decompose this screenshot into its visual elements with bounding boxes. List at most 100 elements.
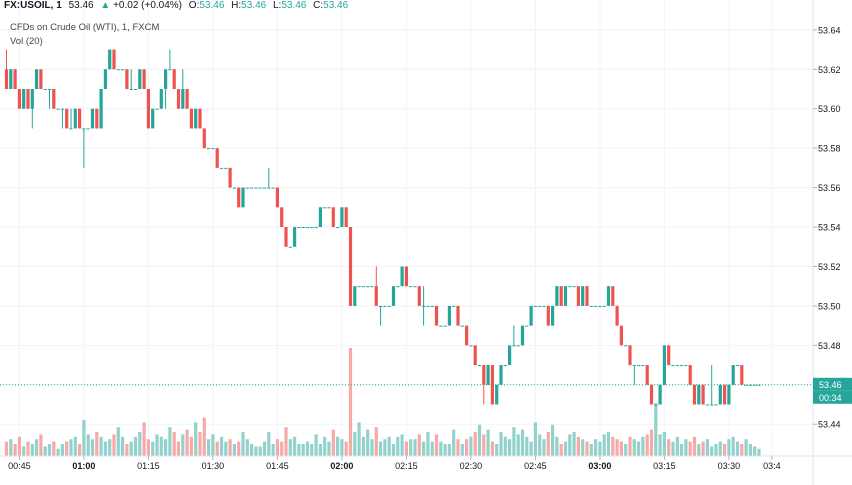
volume-bar xyxy=(662,432,666,456)
candle-body xyxy=(417,286,421,306)
candle-body xyxy=(250,187,254,189)
x-tick-label: 00:45 xyxy=(8,461,31,471)
volume-bar xyxy=(753,446,757,456)
volume-bar xyxy=(361,436,365,456)
candle xyxy=(576,286,580,306)
volume-bar xyxy=(47,444,52,456)
candle-body xyxy=(581,286,585,306)
volume-bar xyxy=(56,448,60,456)
candle xyxy=(275,187,279,208)
candle xyxy=(103,69,107,89)
candle xyxy=(654,404,658,406)
candle xyxy=(151,108,155,129)
volume-bar xyxy=(202,417,206,456)
candle-body xyxy=(353,286,357,306)
candle xyxy=(228,167,232,188)
candle xyxy=(69,108,73,130)
candle xyxy=(391,286,396,306)
candle xyxy=(426,305,430,307)
candle xyxy=(305,227,310,229)
volume-bar xyxy=(710,446,714,456)
candle-body xyxy=(538,305,542,307)
candle xyxy=(508,345,512,366)
candle-body xyxy=(731,365,735,385)
candle xyxy=(202,128,206,149)
candle-body xyxy=(477,365,482,367)
candle xyxy=(142,69,146,89)
volume-bar xyxy=(645,434,649,456)
candle-body xyxy=(215,148,219,168)
volume-bar xyxy=(116,427,120,456)
candle xyxy=(288,246,292,248)
candle-body xyxy=(245,187,249,189)
volume-bar xyxy=(404,441,408,456)
candle-body xyxy=(129,88,133,90)
candle-body xyxy=(671,365,675,367)
candle-body xyxy=(705,404,709,406)
volume-bar xyxy=(370,439,374,456)
x-tick-label: 03:15 xyxy=(653,461,676,471)
current-price-tag: 53.46 00:34 xyxy=(813,377,852,404)
candle-body xyxy=(357,286,361,288)
close-label: C: xyxy=(313,0,324,11)
volume-bar xyxy=(705,439,709,456)
volume-bar xyxy=(267,432,271,456)
candle-body xyxy=(297,227,301,229)
candle xyxy=(611,286,615,306)
volume-bar xyxy=(529,441,533,456)
candle-body xyxy=(516,345,520,347)
volume-bar xyxy=(314,434,318,456)
volume-bar xyxy=(22,446,26,456)
candle xyxy=(568,286,572,288)
candle xyxy=(499,365,503,385)
symbol-header: FX:USOIL, 1 53.46 ▲ +0.02 (+0.04%) O:53.… xyxy=(4,0,348,11)
candle xyxy=(374,266,378,306)
candle xyxy=(675,365,679,367)
candle xyxy=(619,325,623,346)
volume-bar xyxy=(688,441,692,456)
candle xyxy=(237,187,241,208)
candle-body xyxy=(258,187,262,189)
candle-body xyxy=(90,108,95,129)
x-tick-label: 01:15 xyxy=(137,461,160,471)
candle-body xyxy=(142,69,146,89)
volume-bar xyxy=(52,441,56,456)
candle xyxy=(146,88,150,129)
y-tick-label: 53.44 xyxy=(818,420,841,430)
candle xyxy=(254,187,258,189)
volume-bar xyxy=(757,448,761,456)
candle xyxy=(323,207,327,209)
candle-body xyxy=(146,88,150,129)
candle-body xyxy=(366,286,370,288)
volume-bar xyxy=(185,429,189,456)
y-tick-label: 53.62 xyxy=(818,65,841,75)
volume-bar xyxy=(164,439,168,456)
volume-bar xyxy=(129,441,133,456)
candle-body xyxy=(447,305,451,326)
candle-body xyxy=(503,365,507,367)
candle-body xyxy=(542,305,546,307)
volume-bar xyxy=(262,441,267,456)
candle xyxy=(469,345,473,347)
candle xyxy=(35,69,39,89)
candle-body xyxy=(628,345,632,366)
candle-body xyxy=(112,49,116,70)
candle xyxy=(529,305,533,326)
volume-bar xyxy=(318,444,322,456)
volume-bar xyxy=(133,436,138,456)
volume-bar xyxy=(400,434,404,456)
volume-bar xyxy=(499,432,503,456)
volume-bar xyxy=(624,444,628,456)
candle-body xyxy=(228,167,232,188)
y-tick-label: 53.64 xyxy=(818,25,841,35)
candle xyxy=(533,305,537,307)
candle-body xyxy=(473,345,477,366)
candle-body xyxy=(121,69,125,71)
volume-bar xyxy=(456,439,460,456)
candle-body xyxy=(336,227,340,229)
candle-body xyxy=(675,365,679,367)
volume-bar xyxy=(589,444,593,456)
candle-body xyxy=(589,305,593,307)
candle-body xyxy=(409,286,413,288)
